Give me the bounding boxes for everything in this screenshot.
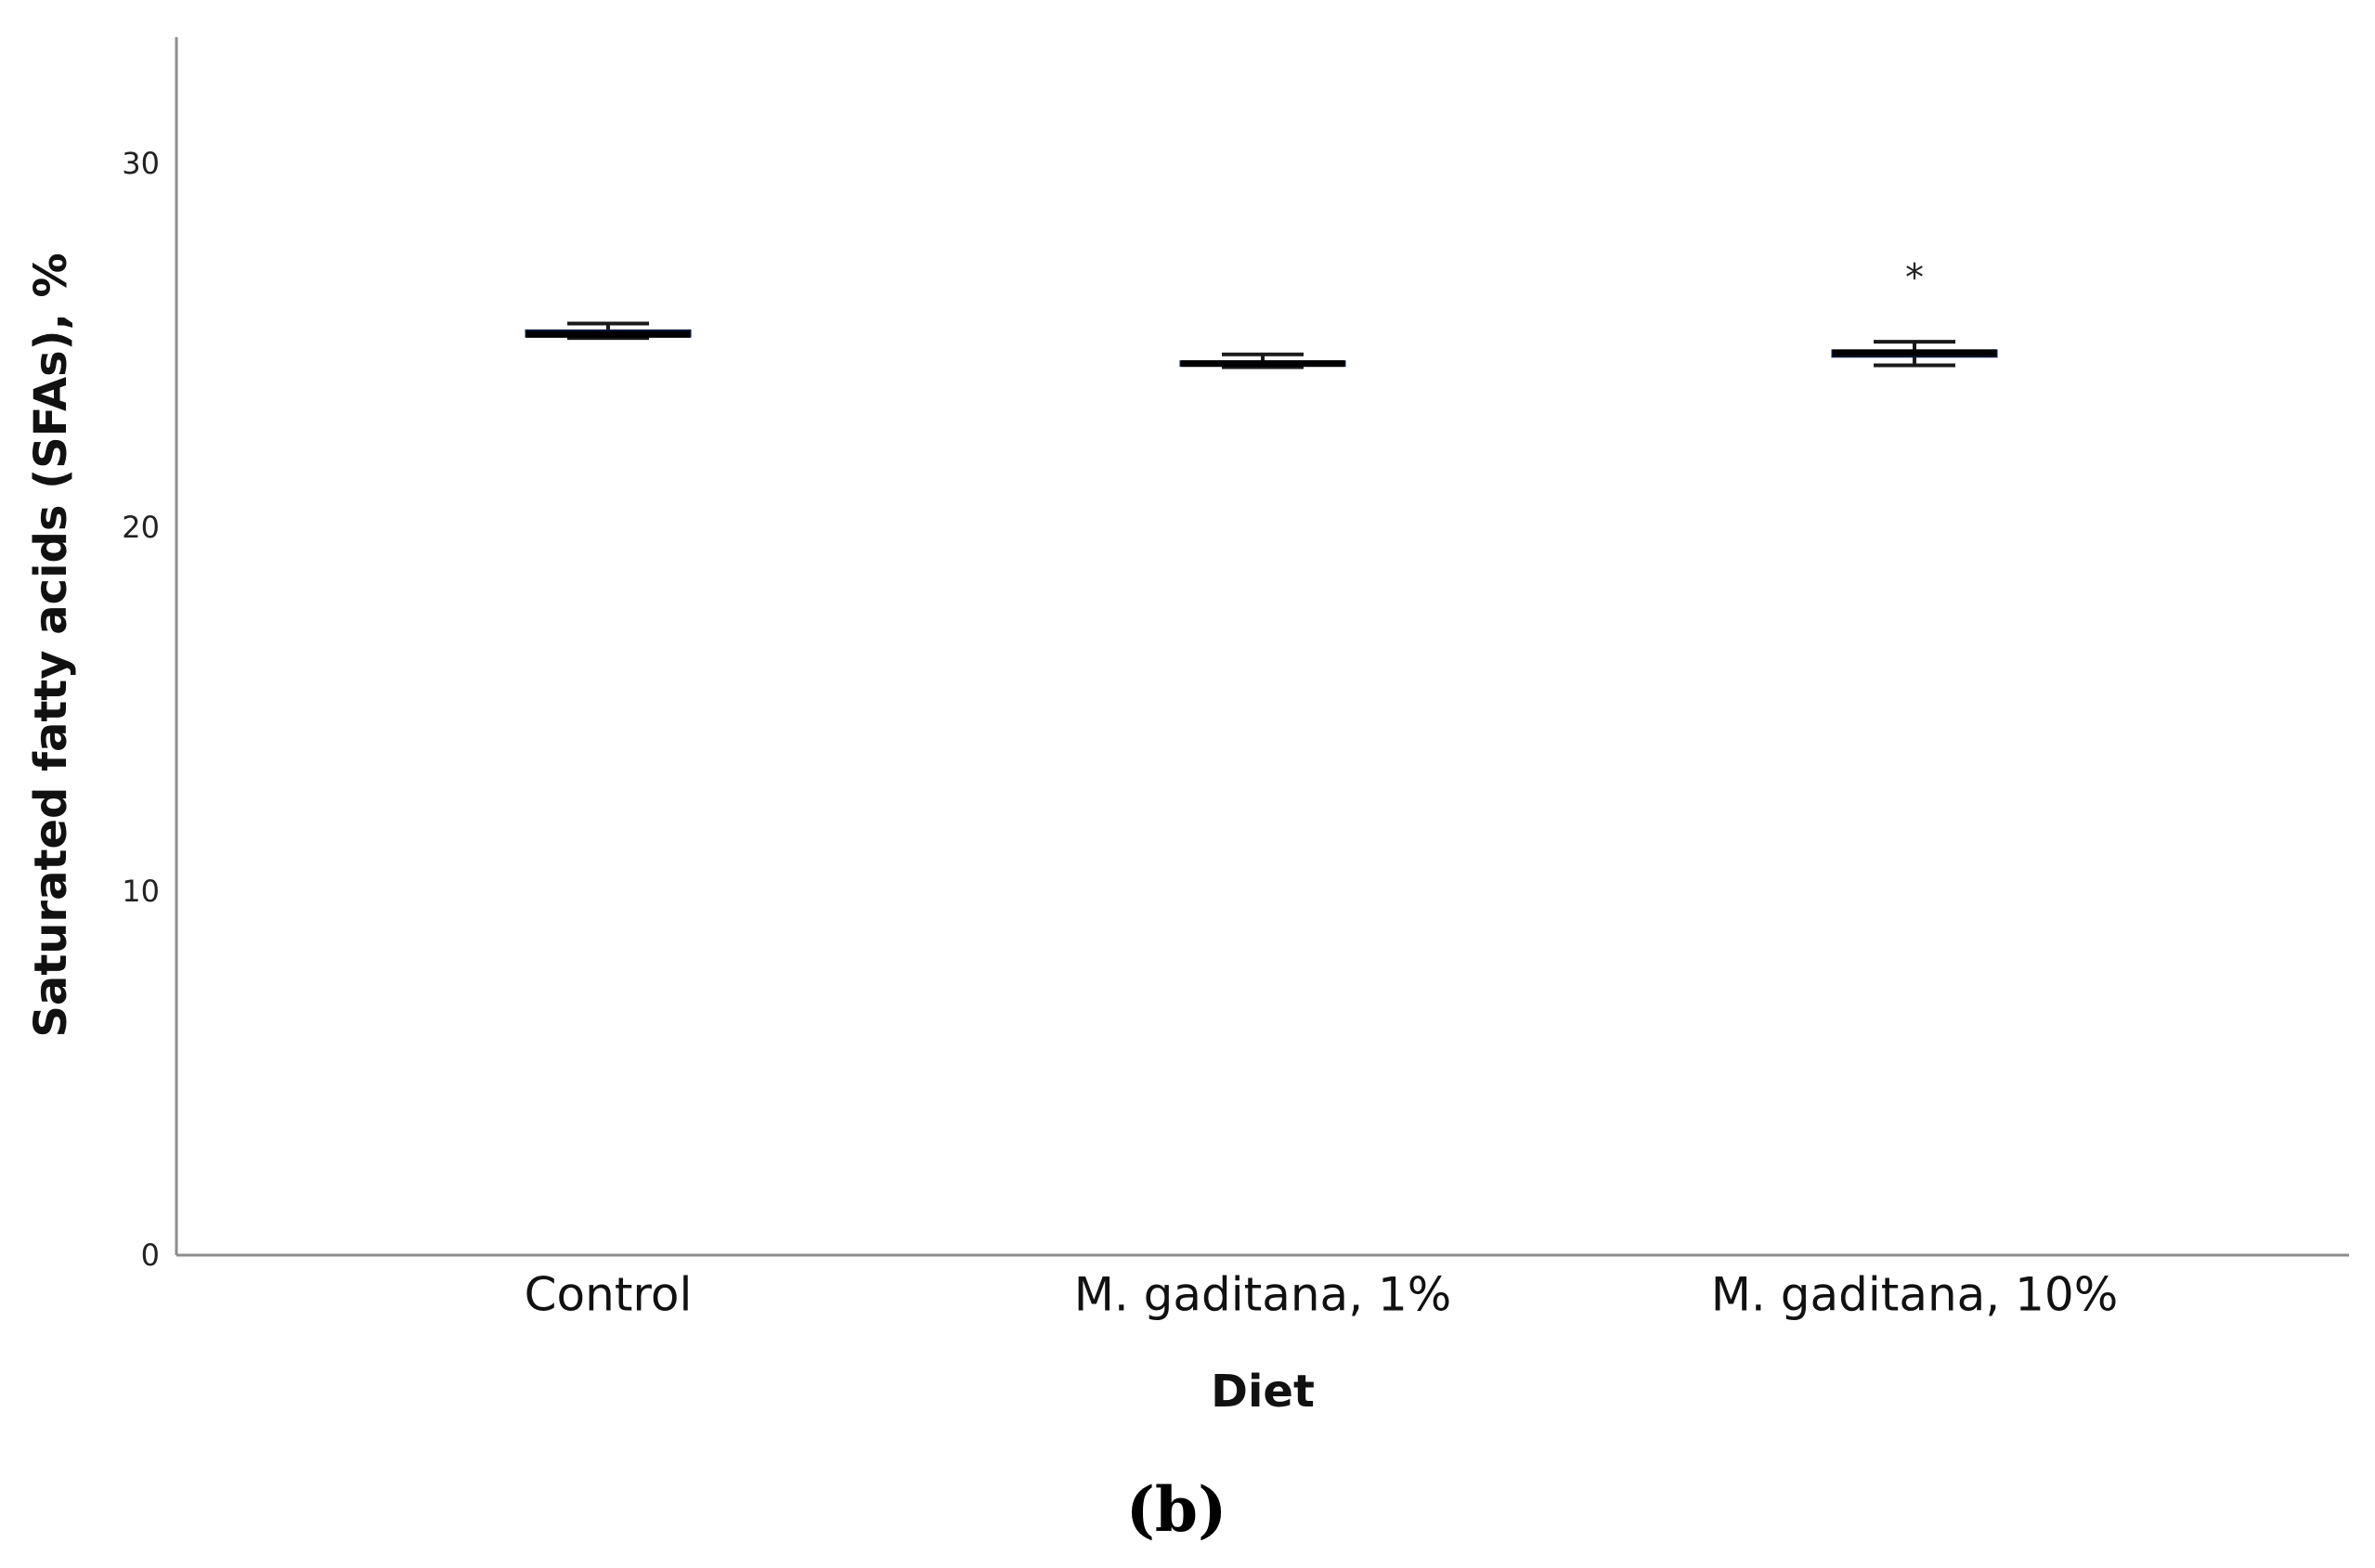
box-plot-item: [1179, 352, 1346, 369]
x-axis-title: Diet: [1211, 1366, 1315, 1418]
box-series: *: [525, 256, 1998, 369]
y-tick-label: 20: [122, 510, 160, 545]
panel-label: (b): [1126, 1473, 1227, 1546]
x-tick-label: Control: [525, 1268, 693, 1322]
box-plot-item: *: [1831, 256, 1998, 368]
box-plot-item: [525, 321, 692, 341]
y-axis-title: Saturated fatty acids (SFAs), %: [25, 253, 77, 1037]
y-tick-label: 30: [122, 146, 160, 181]
x-tick-label: M. gaditana, 1%: [1074, 1268, 1452, 1322]
x-tick-labels: Control M. gaditana, 1% M. gaditana, 10%: [525, 1268, 2119, 1322]
y-tick-label: 10: [122, 874, 160, 909]
x-tick-label: M. gaditana, 10%: [1711, 1268, 2118, 1322]
y-tick-label: 0: [141, 1238, 160, 1273]
axes: [175, 37, 2349, 1257]
y-tick-labels: 0 10 20 30: [122, 146, 160, 1273]
outlier-marker: *: [1905, 256, 1924, 299]
